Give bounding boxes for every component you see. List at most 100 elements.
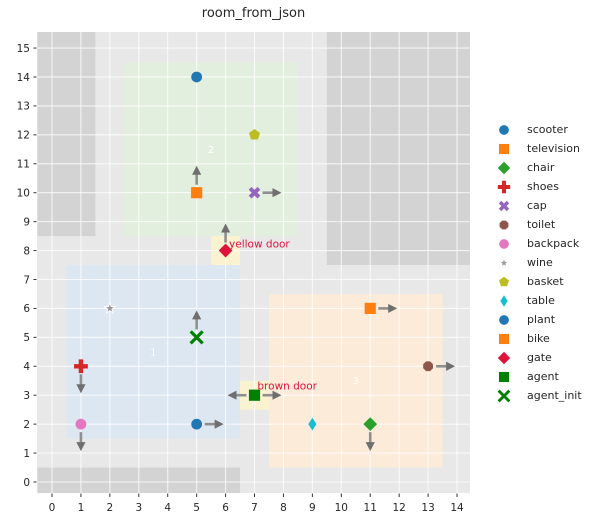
- y-tick-label: 12: [17, 130, 30, 142]
- y-tick-label: 11: [17, 159, 30, 171]
- marker-basket: [248, 129, 261, 140]
- arrow-head-up: [220, 223, 231, 233]
- marker-agent: [248, 389, 261, 401]
- television-arrows: [192, 165, 202, 185]
- y-tick-label: 9: [23, 216, 30, 228]
- x-tick-label: 5: [193, 502, 200, 514]
- legend-label-bike: bike: [527, 332, 550, 345]
- legend-item-cap: cap: [496, 196, 582, 215]
- x-stroke-marker-shape: [497, 389, 511, 402]
- arrow-head-left: [227, 390, 237, 400]
- x-filled-marker-shape: [248, 186, 261, 199]
- arrow-head-down: [76, 442, 86, 452]
- legend-item-television: television: [496, 139, 582, 158]
- brown-door-label: brown door: [257, 380, 317, 392]
- legend-marker-plant: [499, 314, 509, 325]
- agent-arrows: [227, 390, 282, 400]
- star-marker-shape: [497, 255, 511, 268]
- legend-label-toilet: toilet: [527, 218, 556, 231]
- legend-marker-table: [500, 294, 508, 307]
- x-tick-label: 1: [78, 502, 85, 514]
- legend-item-table: table: [496, 291, 582, 310]
- marker-television: [191, 187, 203, 199]
- legend-item-basket: basket: [496, 272, 582, 291]
- x-tick-label: 10: [335, 502, 348, 514]
- x-tick-label: 14: [450, 502, 464, 514]
- room-3-area: [268, 293, 443, 468]
- arrow-head-right: [446, 361, 456, 371]
- plus-marker-shape: [74, 359, 88, 374]
- gate-arrows: [220, 223, 231, 243]
- x-tick-label: 8: [280, 502, 287, 514]
- octagon-marker-shape: [499, 220, 509, 229]
- y-tick-label: 4: [23, 361, 30, 373]
- marker-shoes: [74, 359, 88, 374]
- square-marker-shape: [191, 187, 203, 199]
- x-tick-label: 6: [222, 502, 229, 514]
- marker-table: [308, 417, 317, 431]
- legend-label-table: table: [527, 294, 555, 307]
- circle-marker-shape: [191, 71, 203, 83]
- diamond-marker-shape: [497, 161, 511, 174]
- legend-label-backpack: backpack: [527, 237, 580, 250]
- legend-item-gate: gate: [496, 348, 582, 367]
- legend-label-gate: gate: [527, 351, 552, 364]
- wall-top-left: [37, 32, 96, 237]
- x-tick-label: 7: [251, 502, 258, 514]
- room-2-area: [124, 62, 298, 237]
- plant-arrows: [204, 419, 224, 429]
- orientation-arrows: [76, 165, 456, 452]
- thin-diamond-marker-shape: [500, 294, 508, 307]
- marker-toilet: [423, 361, 433, 372]
- y-tick-label: 3: [23, 390, 30, 402]
- marker-gate: [218, 243, 233, 258]
- legend-marker-basket: [499, 276, 509, 286]
- legend-marker-backpack: [499, 238, 509, 249]
- marker-chair: [363, 417, 378, 432]
- legend-marker-chair: [497, 161, 511, 174]
- y-tick-label: 1: [23, 448, 30, 460]
- y-tick-label: 5: [23, 332, 30, 344]
- room-3-label: 3: [353, 376, 359, 387]
- diamond-marker-shape: [218, 243, 233, 258]
- legend-item-shoes: shoes: [496, 177, 582, 196]
- y-tick-label: 10: [17, 188, 30, 200]
- legend-marker-cap: [498, 200, 510, 211]
- yellow-door-label: yellow door: [229, 239, 290, 251]
- marker-wine: [103, 301, 117, 315]
- arrow-head-right: [272, 188, 282, 198]
- square-marker-shape: [498, 371, 510, 382]
- wall-top-right: [326, 32, 470, 266]
- legend-item-toilet: toilet: [496, 215, 582, 234]
- chart-title: room_from_json: [201, 6, 306, 21]
- y-tick-label: 7: [23, 274, 30, 286]
- x-tick-label: 13: [421, 502, 434, 514]
- circle-marker-shape: [75, 418, 87, 430]
- legend-marker-scooter: [499, 124, 509, 135]
- legend-item-wine: wine: [496, 253, 582, 272]
- y-tick-label: 8: [23, 245, 30, 257]
- star-marker-shape: [103, 301, 117, 315]
- legend-marker-toilet: [499, 220, 509, 229]
- legend-label-plant: plant: [527, 313, 556, 326]
- legend-label-television: television: [527, 142, 580, 155]
- agent_init-arrows: [192, 310, 202, 330]
- circle-marker-shape: [499, 314, 509, 325]
- legend-marker-agent_init: [497, 389, 511, 402]
- legend-label-wine: wine: [527, 256, 553, 269]
- chair-arrows: [365, 432, 375, 452]
- legend-marker-wine: [497, 255, 511, 268]
- circle-marker-shape: [499, 238, 509, 249]
- room-1-area: [66, 265, 241, 439]
- shoes-arrows: [76, 374, 86, 394]
- toilet-arrows: [436, 361, 456, 371]
- legend-label-shoes: shoes: [527, 180, 559, 193]
- pentagon-marker-shape: [499, 276, 509, 286]
- y-tick-label: 6: [23, 303, 30, 315]
- x-tick-label: 2: [107, 502, 114, 514]
- legend-label-agent_init: agent_init: [527, 389, 582, 402]
- legend-label-agent: agent: [527, 370, 559, 383]
- arrow-head-right: [214, 419, 224, 429]
- pentagon-marker-shape: [248, 129, 261, 140]
